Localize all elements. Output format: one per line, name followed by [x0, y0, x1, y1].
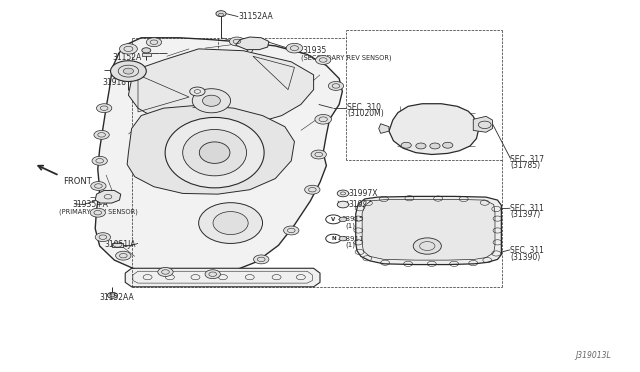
- Text: 31152AA: 31152AA: [100, 294, 134, 302]
- Text: (31020M): (31020M): [348, 109, 384, 118]
- Ellipse shape: [192, 89, 230, 113]
- Ellipse shape: [213, 212, 248, 235]
- Text: (SECONDARY REV SENSOR): (SECONDARY REV SENSOR): [301, 55, 392, 61]
- Ellipse shape: [199, 142, 230, 163]
- Circle shape: [120, 44, 138, 54]
- Text: 31152AA: 31152AA: [238, 12, 273, 21]
- Text: 31051J: 31051J: [191, 101, 218, 110]
- Text: SEC. 311: SEC. 311: [510, 246, 544, 255]
- Text: (1): (1): [346, 222, 356, 229]
- Text: (31390): (31390): [510, 253, 541, 262]
- Polygon shape: [125, 268, 320, 287]
- Circle shape: [316, 55, 331, 64]
- Circle shape: [315, 115, 332, 124]
- Ellipse shape: [198, 203, 262, 243]
- Circle shape: [253, 255, 269, 264]
- Circle shape: [416, 143, 426, 149]
- Polygon shape: [362, 199, 495, 260]
- Circle shape: [443, 142, 453, 148]
- Circle shape: [124, 68, 134, 74]
- Text: FRONT: FRONT: [63, 177, 92, 186]
- Circle shape: [158, 267, 173, 276]
- Circle shape: [108, 292, 118, 298]
- Polygon shape: [95, 190, 121, 203]
- Text: 08911-2401A: 08911-2401A: [342, 235, 389, 242]
- Circle shape: [94, 131, 109, 139]
- Polygon shape: [143, 53, 151, 55]
- Text: 31935+A: 31935+A: [73, 201, 109, 209]
- Text: (31785): (31785): [510, 161, 540, 170]
- Circle shape: [142, 48, 151, 53]
- Text: 31152A: 31152A: [113, 53, 141, 62]
- Circle shape: [90, 208, 106, 217]
- Circle shape: [229, 37, 244, 46]
- Circle shape: [286, 43, 303, 53]
- Circle shape: [337, 201, 349, 208]
- Text: (1): (1): [346, 242, 356, 248]
- Text: N: N: [331, 236, 336, 241]
- Text: 31997X: 31997X: [349, 189, 378, 198]
- Circle shape: [401, 142, 412, 148]
- Circle shape: [116, 251, 131, 260]
- Ellipse shape: [182, 129, 246, 176]
- Polygon shape: [389, 104, 478, 154]
- Circle shape: [92, 156, 108, 165]
- Circle shape: [339, 217, 347, 222]
- Circle shape: [205, 270, 220, 279]
- Text: 31051JA: 31051JA: [104, 240, 136, 249]
- Text: (31397): (31397): [510, 211, 541, 219]
- Text: SEC. 311: SEC. 311: [510, 204, 544, 213]
- Polygon shape: [379, 124, 389, 134]
- Circle shape: [147, 38, 162, 46]
- Polygon shape: [356, 196, 501, 264]
- Polygon shape: [113, 243, 124, 247]
- Circle shape: [430, 143, 440, 149]
- Circle shape: [189, 87, 205, 96]
- Text: V: V: [332, 217, 335, 222]
- Polygon shape: [127, 105, 294, 194]
- Text: SEC. 310: SEC. 310: [348, 103, 381, 112]
- Circle shape: [328, 81, 344, 90]
- Circle shape: [311, 150, 326, 159]
- Text: 31935: 31935: [302, 46, 326, 55]
- Text: SEC. 317: SEC. 317: [510, 155, 544, 164]
- Polygon shape: [95, 38, 342, 277]
- Circle shape: [216, 11, 226, 17]
- Ellipse shape: [202, 95, 220, 106]
- Text: 31924: 31924: [349, 200, 373, 209]
- Circle shape: [305, 185, 320, 194]
- Text: J319013L: J319013L: [575, 351, 611, 360]
- Circle shape: [284, 226, 299, 235]
- Circle shape: [413, 238, 442, 254]
- Ellipse shape: [165, 118, 264, 188]
- Circle shape: [97, 104, 112, 113]
- Circle shape: [95, 233, 111, 241]
- Text: 08915-1401A: 08915-1401A: [342, 217, 389, 222]
- Circle shape: [91, 182, 106, 190]
- Text: 31918: 31918: [103, 78, 127, 87]
- Circle shape: [111, 61, 147, 81]
- Text: (PRIMARY REV SENSOR): (PRIMARY REV SENSOR): [60, 208, 138, 215]
- Circle shape: [339, 236, 347, 241]
- Circle shape: [337, 190, 349, 197]
- Polygon shape: [129, 49, 314, 129]
- Polygon shape: [236, 37, 269, 49]
- Polygon shape: [473, 116, 492, 132]
